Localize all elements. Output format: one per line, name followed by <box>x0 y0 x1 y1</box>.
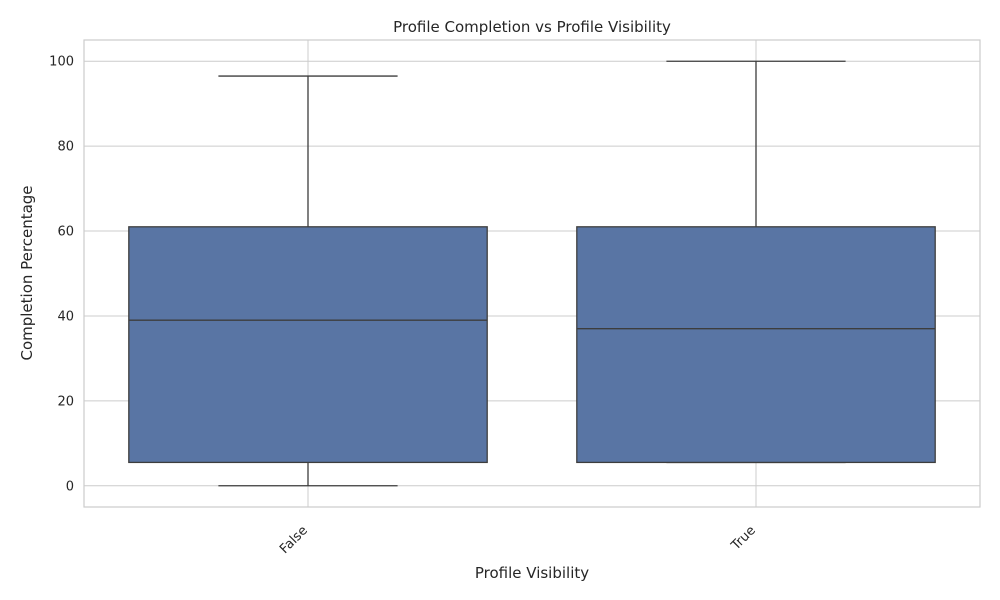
y-tick-label: 20 <box>57 394 74 409</box>
x-tick-label: False <box>277 523 311 557</box>
y-tick-label: 40 <box>57 309 74 324</box>
y-tick-label: 0 <box>66 479 74 494</box>
y-tick-label: 80 <box>57 140 74 155</box>
y-tick-label: 60 <box>57 225 74 240</box>
box-iqr <box>576 226 936 464</box>
box-iqr <box>128 226 488 464</box>
plot-frame <box>83 39 981 508</box>
x-axis-label: Profile Visibility <box>475 564 589 582</box>
box-group <box>128 75 488 487</box>
y-tick-label: 100 <box>49 55 74 70</box>
boxes <box>128 60 936 487</box>
box-group <box>576 60 936 464</box>
x-tick-label: True <box>728 523 759 554</box>
chart-title: Profile Completion vs Profile Visibility <box>393 18 671 36</box>
y-axis-label: Completion Percentage <box>18 185 36 360</box>
